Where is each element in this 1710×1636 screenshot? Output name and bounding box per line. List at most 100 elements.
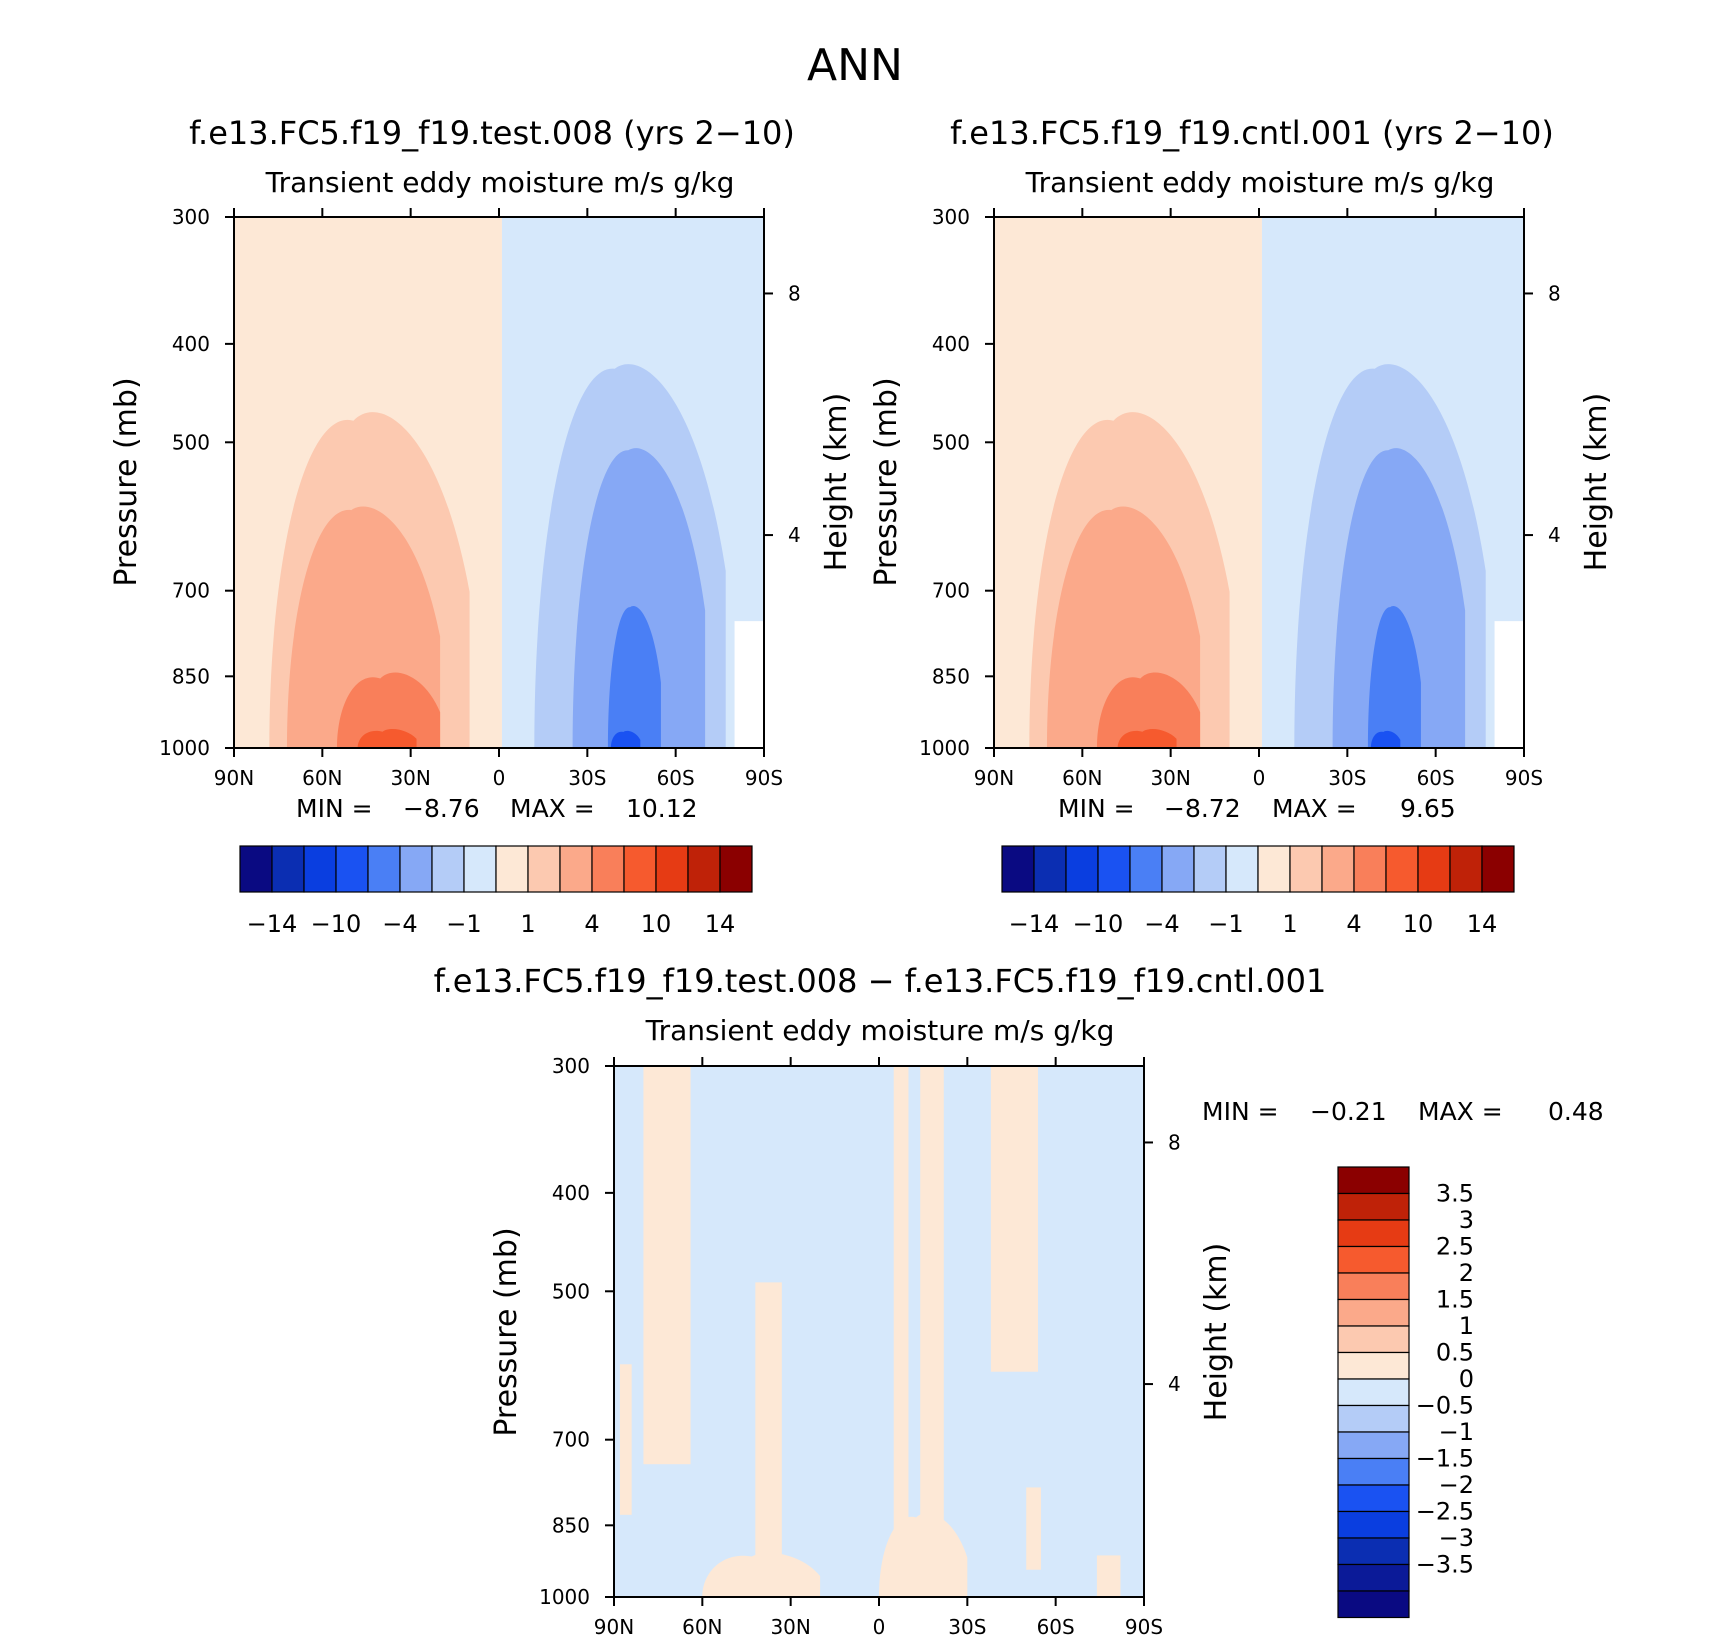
colorbar-box [1337,1272,1410,1301]
panel-title: f.e13.FC5.f19_f19.cntl.001 (yrs 2−10) [950,114,1554,152]
stat-min-label: MIN = [296,794,373,823]
colorbar-box [335,845,369,893]
colorbar-box [1097,845,1131,893]
colorbar-box [1289,845,1323,893]
colorbar: −14 −10 −4 −1 1 4 10 14 [1001,845,1515,938]
x-tick-label: 0 [873,1615,886,1636]
y-tick-label: 850 [172,664,210,688]
colorbar-label: 14 [1467,910,1498,938]
x-tick-label: 60N [302,766,342,790]
contour-band [1096,1555,1121,1597]
x-tick-label: 0 [493,766,506,790]
colorbar-label: 1 [520,910,535,938]
stat-min-value: −8.76 [403,794,480,823]
x-tick-label: 30N [770,1615,810,1636]
y-tick-label: 300 [932,205,970,229]
colorbar-box [463,845,497,893]
colorbar-box [1129,845,1163,893]
y-axis-label: Pressure (mb) [109,377,144,586]
colorbar: 3.532.521.510.50−0.5−1−1.5−2−2.5−3−3.5 [1337,1166,1474,1619]
contour-band [619,1364,632,1515]
colorbar-box [1033,845,1067,893]
colorbar-box [1337,1484,1410,1513]
colorbar-box [1481,845,1515,893]
colorbar-box [1065,845,1099,893]
colorbar-label: −1 [1439,1418,1474,1446]
y-axis-label: Pressure (mb) [489,1227,524,1436]
stat-max-label: MAX = [1418,1097,1503,1126]
x-tick-label: 90S [745,766,783,790]
right-axis-label: Height (km) [1579,393,1614,572]
colorbar-label: 0 [1459,1365,1474,1393]
colorbar-box [687,845,721,893]
stat-min-label: MIN = [1202,1097,1279,1126]
colorbar-box [527,845,561,893]
colorbar-box [1337,1298,1410,1327]
colorbar-box [1001,845,1035,893]
contour-band [1117,728,1177,748]
contour-band [1097,672,1201,748]
contour-band [702,1552,821,1597]
y-tick-label: 300 [172,205,210,229]
stat-max-label: MAX = [1272,794,1357,823]
colorbar-box [1193,845,1227,893]
height-tick-label: 4 [1168,1372,1181,1396]
colorbar-label: 3.5 [1436,1180,1474,1208]
y-tick-label: 700 [172,579,210,603]
colorbar-box [1337,1351,1410,1380]
x-tick-label: 30S [1328,766,1366,790]
axes: 90N 60N 30N 0 30S 60S 90S 300 400 500 700 850 1000 8 4 [919,205,1561,790]
difference-panel: f.e13.FC5.f19_f19.test.008 − f.e13.FC5.f… [434,962,1604,1636]
y-tick-label: 1000 [159,736,210,760]
colorbar-label: −3 [1439,1524,1474,1552]
contour-band [990,1066,1038,1372]
colorbar-label: 1 [1282,910,1297,938]
x-tick-label: 30S [948,1615,986,1636]
y-tick-label: 500 [172,430,210,454]
colorbar-box [1337,1192,1410,1221]
contour-band [610,730,641,748]
contour-band [607,605,661,748]
colorbar-box [367,845,401,893]
panel-subtitle: Transient eddy moisture m/s g/kg [645,1014,1115,1047]
colorbar-label: −1.5 [1416,1445,1474,1473]
stat-min-label: MIN = [1058,794,1135,823]
y-tick-label: 700 [932,579,970,603]
x-tick-label: 60S [1037,1615,1075,1636]
stat-max-value: 9.65 [1400,794,1456,823]
y-axis-label: Pressure (mb) [869,377,904,586]
colorbar: −14 −10 −4 −1 1 4 10 14 [239,845,753,938]
panel-title: f.e13.FC5.f19_f19.test.008 − f.e13.FC5.f… [434,962,1327,1000]
colorbar-box [559,845,593,893]
stat-max-label: MAX = [510,794,595,823]
colorbar-label: 3 [1459,1206,1474,1234]
contour-band [1026,1487,1041,1570]
y-tick-label: 500 [552,1279,590,1303]
contour-band [920,1066,944,1597]
negative-region [614,1066,1144,1597]
colorbar-box [1337,1325,1410,1354]
panel-subtitle: Transient eddy moisture m/s g/kg [1025,166,1495,199]
colorbar-label: −14 [1009,910,1060,938]
contour-band [1332,448,1466,748]
colorbar-label: 1 [1459,1312,1474,1340]
colorbar-box [1417,845,1451,893]
colorbar-box [1225,845,1259,893]
right-axis-label: Height (km) [819,393,854,572]
colorbar-box [1161,845,1195,893]
contour-band [643,1066,691,1465]
y-tick-label: 850 [932,664,970,688]
contour-band [1370,730,1401,748]
colorbar-box [1337,1166,1410,1195]
height-tick-label: 8 [1548,281,1561,305]
control-panel: f.e13.FC5.f19_f19.cntl.001 (yrs 2−10) Tr… [869,114,1614,938]
y-tick-label: 1000 [539,1585,590,1609]
contour-band [893,1066,909,1597]
height-tick-label: 4 [1548,523,1561,547]
colorbar-box [303,845,337,893]
colorbar-box [495,845,529,893]
colorbar-box [1337,1563,1410,1592]
x-tick-label: 90N [214,766,254,790]
x-tick-label: 90N [974,766,1014,790]
right-axis-label: Height (km) [1199,1243,1234,1422]
